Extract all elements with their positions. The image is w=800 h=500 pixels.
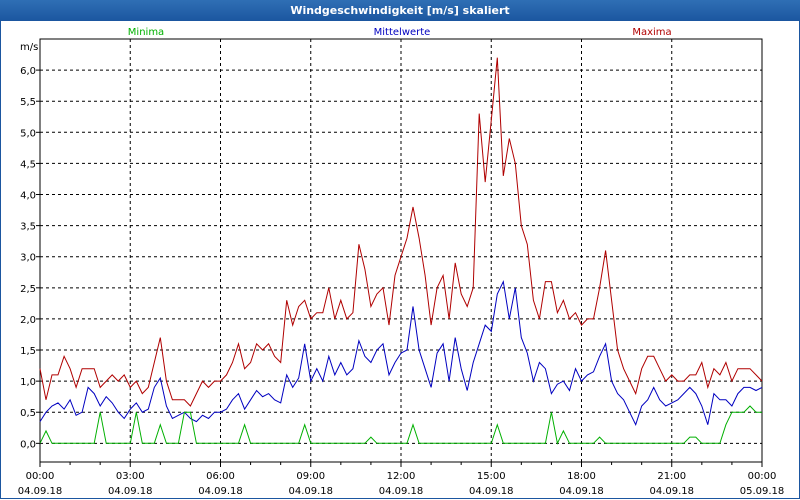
x-tick-time-label: 12:00: [387, 471, 416, 482]
x-tick-time-label: 06:00: [206, 471, 235, 482]
window-title: Windgeschwindigkeit [m/s] skaliert: [290, 4, 510, 17]
y-tick-label: 5,5: [20, 97, 36, 108]
series-line-maxima: [39, 57, 763, 407]
y-tick-label: 0,0: [20, 439, 36, 450]
y-tick-label: 3,5: [20, 222, 36, 233]
x-tick-date-label: 04.09.18: [649, 486, 694, 497]
x-tick-time-label: 18:00: [567, 471, 596, 482]
y-tick-label: 1,5: [20, 346, 36, 357]
y-tick-label: 1,0: [20, 377, 36, 388]
x-tick-date-label: 05.09.18: [740, 486, 785, 497]
x-tick-time-label: 15:00: [477, 471, 506, 482]
x-tick-time-label: 00:00: [748, 471, 777, 482]
y-tick-label: 4,5: [20, 159, 36, 170]
data-series: [39, 57, 763, 445]
legend-entry-maxima: Maxima: [632, 27, 671, 38]
y-tick-label: 3,0: [20, 253, 36, 264]
x-tick-date-label: 04.09.18: [379, 486, 424, 497]
y-tick-label: 2,5: [20, 284, 36, 295]
series-line-mittelwerte: [39, 279, 763, 427]
window-title-bar: Windgeschwindigkeit [m/s] skaliert: [0, 0, 800, 21]
legend-entry-mittelwerte: Mittelwerte: [374, 27, 431, 38]
x-tick-date-label: 04.09.18: [559, 486, 604, 497]
series-line-minima: [39, 405, 762, 445]
x-tick-date-label: 04.09.18: [108, 486, 153, 497]
x-axis-ticks: 00:00 04.09.18 03:00 04.09.18 06:00 04.09.18 0…: [18, 462, 785, 497]
y-tick-label: 5,0: [20, 128, 36, 139]
legend: Minima Mittelwerte Maxima: [128, 27, 672, 38]
x-tick-time-label: 03:00: [116, 471, 145, 482]
y-tick-label: 4,0: [20, 191, 36, 202]
x-tick-time-label: 09:00: [296, 471, 325, 482]
x-tick-time-label: 00:00: [26, 471, 55, 482]
grid-lines: [40, 39, 762, 462]
y-tick-label: 6,0: [20, 66, 36, 77]
x-tick-time-label: 21:00: [657, 471, 686, 482]
legend-entry-minima: Minima: [128, 27, 164, 38]
y-tick-label: 2,0: [20, 315, 36, 326]
x-tick-date-label: 04.09.18: [198, 486, 243, 497]
x-tick-date-label: 04.09.18: [18, 486, 63, 497]
y-axis-ticks: 0,0 0,5 1,0 1,5 2,0 2,5 3,0 3,5 4,0 4,5 5,0 5,5 6,0: [20, 66, 40, 450]
y-axis-label: m/s: [20, 42, 38, 53]
x-tick-date-label: 04.09.18: [469, 486, 514, 497]
x-tick-date-label: 04.09.18: [288, 486, 333, 497]
y-tick-label: 0,5: [20, 408, 36, 419]
